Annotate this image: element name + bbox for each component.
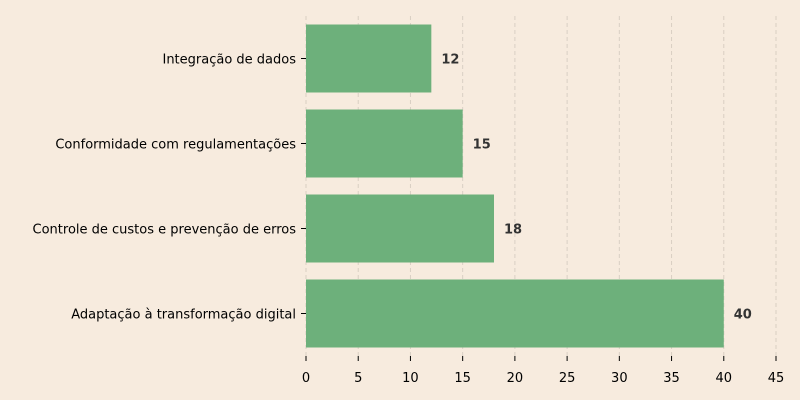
value-label: 15	[473, 138, 491, 153]
category-labels: Integração de dados Conformidade com regu…	[33, 53, 306, 323]
bar	[306, 24, 432, 93]
x-tick-label: 15	[454, 371, 471, 386]
x-tick-label: 40	[716, 371, 733, 386]
x-tick-label: 45	[768, 371, 785, 386]
bar	[306, 194, 494, 263]
x-tick-label: 30	[611, 371, 628, 386]
bars	[306, 24, 724, 348]
x-tick-label: 25	[559, 371, 576, 386]
x-tick-label: 0	[302, 371, 310, 386]
bar	[306, 109, 463, 178]
value-label: 40	[734, 308, 752, 323]
value-labels: 12 15 18 40	[441, 53, 752, 323]
value-label: 18	[504, 223, 522, 238]
x-tick-label: 10	[402, 371, 419, 386]
value-label: 12	[441, 53, 459, 68]
category-label: Controle de custos e prevenção de erros	[33, 223, 297, 238]
category-label: Conformidade com regulamentações	[55, 138, 296, 153]
x-tick-label: 5	[354, 371, 362, 386]
category-label: Adaptação à transformação digital	[71, 308, 296, 323]
bar	[306, 279, 724, 348]
x-axis-ticks: 0 5 10 15 20 25 30 35 40 45	[302, 356, 784, 386]
x-tick-label: 20	[507, 371, 524, 386]
category-label: Integração de dados	[162, 53, 296, 68]
x-tick-label: 35	[663, 371, 680, 386]
